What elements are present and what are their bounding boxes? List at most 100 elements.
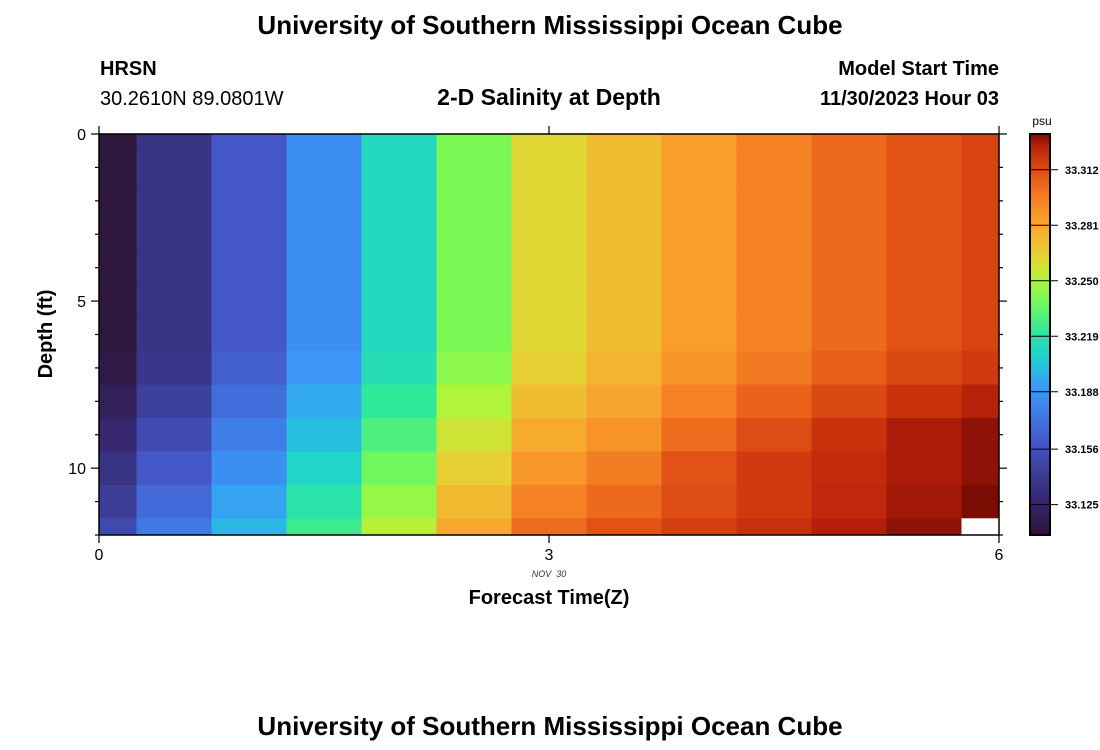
- heatmap-cell: [736, 518, 812, 536]
- heatmap-cell: [99, 150, 137, 185]
- heatmap-cell: [961, 384, 1000, 419]
- heatmap-cell: [961, 518, 1000, 536]
- heatmap-cell: [211, 284, 287, 319]
- heatmap-cell: [586, 134, 662, 152]
- heatmap-cell: [661, 451, 737, 486]
- heatmap-cell: [211, 351, 287, 386]
- model-start-value: 11/30/2023 Hour 03: [820, 88, 999, 110]
- heatmap-cell: [286, 284, 362, 319]
- station-location: 30.2610N 89.0801W: [100, 88, 284, 110]
- heatmap-cell: [511, 451, 587, 486]
- heatmap-cell: [211, 150, 287, 185]
- heatmap-cell: [961, 484, 1000, 519]
- heatmap-cell: [811, 518, 887, 536]
- heatmap-cell: [961, 284, 1000, 319]
- heatmap-cell: [436, 317, 512, 352]
- heatmap-cell: [811, 351, 887, 386]
- x-tick-label: 0: [95, 547, 104, 564]
- heatmap-cell: [286, 418, 362, 452]
- colorbar-tick-label: 33.250: [1065, 276, 1099, 288]
- heatmap-cell: [211, 518, 287, 536]
- x-tick-label: 6: [995, 547, 1004, 564]
- heatmap-cell: [586, 451, 662, 486]
- heatmap-cell: [736, 351, 812, 386]
- heatmap-cell: [436, 250, 512, 285]
- heatmap-cell: [136, 150, 212, 185]
- heatmap-cell: [811, 217, 887, 252]
- heatmap-cell: [661, 150, 737, 185]
- heatmap-cell: [511, 217, 587, 252]
- y-tick-label: 0: [77, 127, 86, 144]
- heatmap-cell: [511, 384, 587, 419]
- heatmap-cell: [436, 518, 512, 536]
- heatmap-cell: [661, 518, 737, 536]
- heatmap-cell: [286, 484, 362, 519]
- heatmap-cell: [436, 284, 512, 319]
- heatmap-cell: [436, 217, 512, 252]
- heatmap-cell: [811, 250, 887, 285]
- heatmap-cell: [961, 317, 1000, 352]
- heatmap-cell: [136, 217, 212, 252]
- heatmap-cell: [211, 418, 287, 452]
- heatmap-cell: [811, 418, 887, 452]
- heatmap-cell: [886, 518, 962, 536]
- heatmap-cell: [136, 384, 212, 419]
- colorbar-tick-label: 33.281: [1065, 220, 1099, 232]
- colorbar: [1029, 133, 1051, 536]
- colorbar-tick-label: 33.125: [1065, 500, 1099, 512]
- heatmap-cell: [286, 217, 362, 252]
- heatmap-cell: [811, 317, 887, 352]
- heatmap-cell: [661, 284, 737, 319]
- heatmap-cell: [586, 317, 662, 352]
- heatmap-cell: [511, 317, 587, 352]
- page-title: University of Southern Mississippi Ocean…: [257, 10, 842, 40]
- heatmap-cell: [736, 217, 812, 252]
- colorbar-tick-label: 33.312: [1065, 165, 1099, 177]
- x-tick-label: 3: [545, 547, 554, 564]
- heatmap-cell: [661, 317, 737, 352]
- heatmap-cell: [886, 250, 962, 285]
- heatmap-cell: [361, 451, 437, 486]
- colorbar-unit: psu: [1032, 114, 1051, 128]
- heatmap-cell: [361, 317, 437, 352]
- heatmap-cell: [211, 134, 287, 152]
- heatmap-cell: [736, 250, 812, 285]
- heatmap-cell: [511, 284, 587, 319]
- heatmap-cell: [136, 184, 212, 219]
- heatmap-cell: [511, 418, 587, 452]
- heatmap-cell: [361, 184, 437, 219]
- chart-title: 2-D Salinity at Depth: [437, 84, 661, 110]
- heatmap-cell: [511, 134, 587, 152]
- heatmap-cell: [661, 134, 737, 152]
- heatmap-cells: [99, 134, 1000, 536]
- heatmap-cell: [286, 134, 362, 152]
- heatmap-cell: [736, 384, 812, 419]
- heatmap-cell: [436, 150, 512, 185]
- heatmap-cell: [511, 184, 587, 219]
- heatmap-cell: [586, 217, 662, 252]
- heatmap-cell: [436, 451, 512, 486]
- heatmap-cell: [99, 418, 137, 452]
- heatmap-cell: [99, 451, 137, 486]
- heatmap-cell: [136, 484, 212, 519]
- heatmap-cell: [99, 134, 137, 152]
- heatmap-cell: [586, 150, 662, 185]
- heatmap-cell: [511, 518, 587, 536]
- heatmap-cell: [661, 184, 737, 219]
- heatmap-cell: [961, 150, 1000, 185]
- heatmap-cell: [211, 184, 287, 219]
- heatmap-cell: [286, 451, 362, 486]
- heatmap-cell: [886, 217, 962, 252]
- heatmap-cell: [886, 484, 962, 519]
- heatmap-cell: [286, 317, 362, 352]
- heatmap-cell: [661, 250, 737, 285]
- model-start-label: Model Start Time: [838, 58, 999, 80]
- heatmap-cell: [886, 384, 962, 419]
- heatmap-cell: [211, 384, 287, 419]
- heatmap-cell: [736, 451, 812, 486]
- heatmap-cell: [361, 518, 437, 536]
- heatmap-cell: [661, 384, 737, 419]
- heatmap-cell: [436, 134, 512, 152]
- heatmap-cell: [136, 317, 212, 352]
- heatmap-cell: [286, 351, 362, 386]
